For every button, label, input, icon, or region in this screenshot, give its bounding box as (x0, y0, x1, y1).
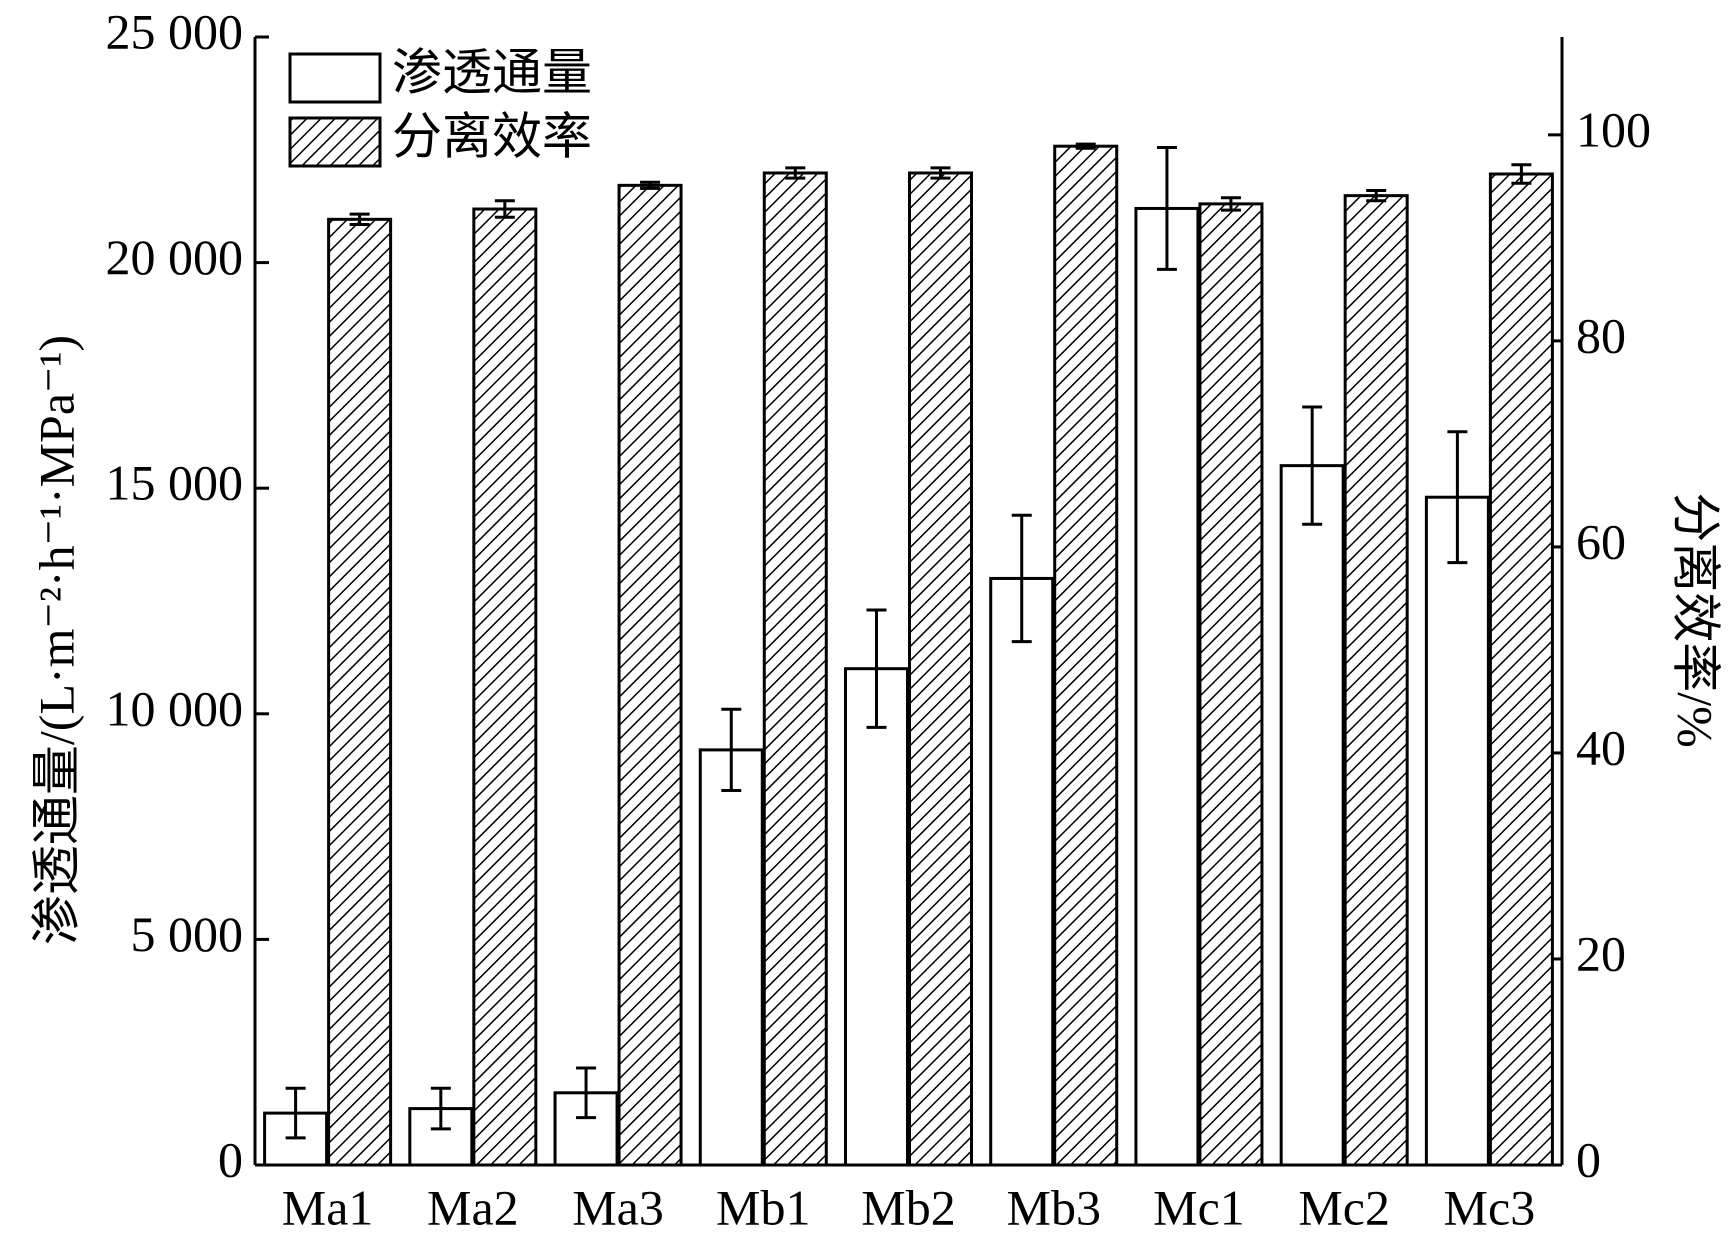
bar (1279, 464, 1345, 1167)
x-tick-label: Ma2 (427, 1179, 519, 1235)
bar (1053, 144, 1119, 1167)
x-tick-label: Mc3 (1444, 1179, 1536, 1235)
y2-tick-label: 60 (1576, 513, 1626, 569)
bar (1134, 206, 1200, 1167)
bar (1198, 202, 1264, 1167)
legend-swatch (288, 52, 382, 104)
x-tick-label: Mc1 (1153, 1179, 1245, 1235)
y-tick-label: 5 000 (131, 906, 244, 962)
y-axis-label: 渗透通量/(L·m⁻²·h⁻¹·MPa⁻¹) (28, 335, 84, 945)
x-tick-label: Mb3 (1006, 1179, 1100, 1235)
bar (1488, 172, 1554, 1167)
bar (844, 667, 909, 1167)
x-tick-label: Ma3 (572, 1179, 664, 1235)
y-tick-label: 10 000 (106, 680, 244, 736)
bar (617, 183, 683, 1167)
y-tick-label: 15 000 (106, 455, 244, 511)
legend-label: 渗透通量 (392, 44, 592, 100)
x-tick-label: Mc2 (1298, 1179, 1390, 1235)
y-tick-label: 25 000 (106, 3, 244, 59)
bar (327, 217, 393, 1167)
y2-tick-label: 100 (1576, 101, 1651, 157)
x-tick-label: Ma1 (282, 1179, 374, 1235)
y2-tick-label: 20 (1576, 925, 1626, 981)
y2-tick-label: 80 (1576, 307, 1626, 363)
bar (472, 207, 538, 1167)
bar (1424, 495, 1490, 1167)
x-tick-label: Mb2 (861, 1179, 955, 1235)
y2-axis-label: 分离效率/% (1668, 492, 1724, 748)
bar (698, 748, 764, 1167)
legend-swatch (288, 116, 382, 168)
bar (762, 171, 828, 1167)
bar (1343, 194, 1409, 1167)
legend-label: 分离效率 (392, 108, 592, 164)
bar (989, 576, 1055, 1167)
bar (908, 171, 973, 1167)
y2-tick-label: 0 (1576, 1131, 1601, 1187)
x-tick-label: Mb1 (716, 1179, 810, 1235)
y-tick-label: 0 (218, 1131, 243, 1187)
y-tick-label: 20 000 (106, 229, 244, 285)
y2-tick-label: 40 (1576, 719, 1626, 775)
